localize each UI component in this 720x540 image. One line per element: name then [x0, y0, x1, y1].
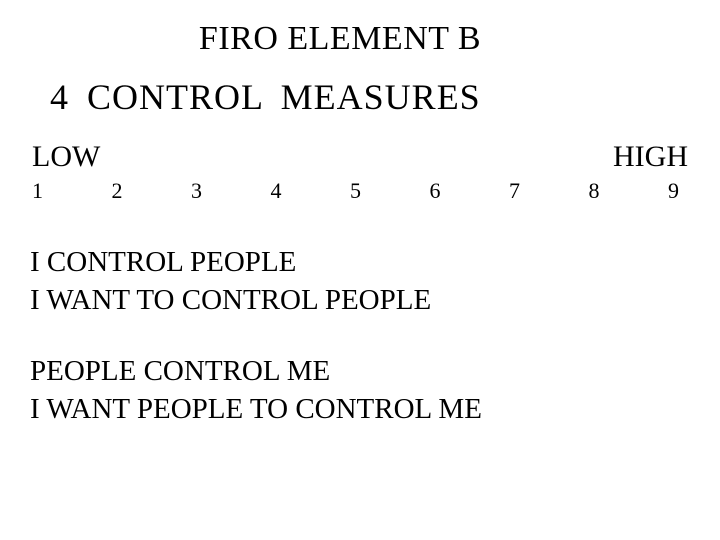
page-title: FIRO ELEMENT B [0, 20, 690, 58]
scale-num-8: 8 [589, 178, 609, 204]
line-1: I CONTROL PEOPLE [30, 244, 690, 282]
scale-num-3: 3 [191, 178, 211, 204]
line-4: I WANT PEOPLE TO CONTROL ME [30, 391, 690, 429]
scale-low-label: LOW [32, 140, 100, 174]
scale-num-4: 4 [271, 178, 291, 204]
scale-num-6: 6 [430, 178, 450, 204]
body-text: I CONTROL PEOPLE I WANT TO CONTROL PEOPL… [30, 244, 690, 429]
scale-high-label: HIGH [613, 140, 688, 174]
line-3: PEOPLE CONTROL ME [30, 353, 690, 391]
scale-labels: LOW HIGH [30, 140, 690, 174]
scale-num-9: 9 [668, 178, 688, 204]
text-block-2: PEOPLE CONTROL ME I WANT PEOPLE TO CONTR… [30, 353, 690, 428]
scale-num-1: 1 [32, 178, 52, 204]
scale-num-5: 5 [350, 178, 370, 204]
page-subtitle: 4 CONTROL MEASURES [50, 76, 690, 118]
text-block-1: I CONTROL PEOPLE I WANT TO CONTROL PEOPL… [30, 244, 690, 319]
scale-num-2: 2 [112, 178, 132, 204]
scale-numbers: 1 2 3 4 5 6 7 8 9 [30, 178, 690, 204]
scale-num-7: 7 [509, 178, 529, 204]
scale-container: LOW HIGH 1 2 3 4 5 6 7 8 9 [30, 140, 690, 204]
line-2: I WANT TO CONTROL PEOPLE [30, 282, 690, 320]
